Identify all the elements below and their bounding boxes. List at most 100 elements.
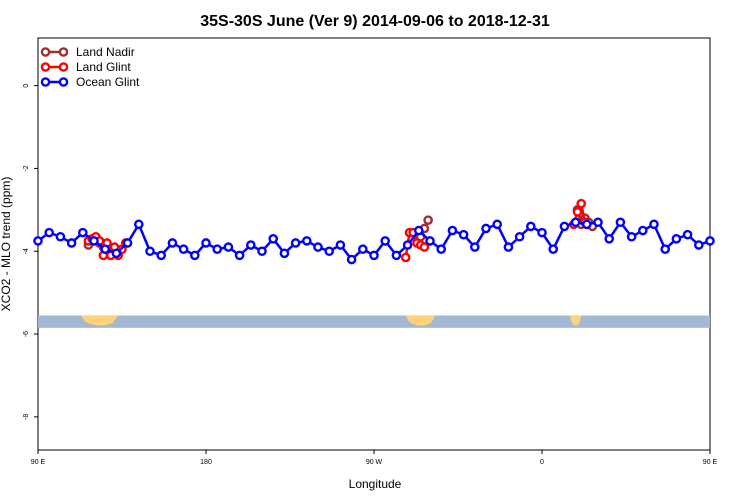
x-axis: 90 E 180 90 W 0 90 E	[31, 450, 718, 466]
data-point-ocean-glint	[156, 250, 166, 261]
data-point-ocean-glint	[469, 242, 480, 252]
legend-label: Ocean Glint	[76, 75, 140, 89]
data-point-ocean-glint	[268, 234, 279, 244]
map-strip	[38, 315, 710, 328]
legend-item-land-nadir: Land Nadir	[40, 45, 135, 59]
data-point-ocean-glint	[313, 242, 323, 252]
data-point-ocean-glint	[346, 254, 357, 265]
y-axis: 0 -2 -4 -6 -8	[23, 84, 38, 420]
data-point-land-glint	[400, 252, 411, 263]
data-point-ocean-glint	[111, 248, 122, 259]
chart-title: 35S-30S June (Ver 9) 2014-09-06 to 2018-…	[200, 13, 550, 30]
data-point-ocean-glint	[447, 225, 458, 236]
y-tick-label: 0	[23, 84, 30, 88]
data-point-ocean-glint	[503, 242, 514, 252]
series-layer	[33, 198, 715, 265]
data-point-ocean-glint	[671, 234, 682, 244]
legend-label: Land Glint	[76, 60, 131, 74]
data-point-ocean-glint	[78, 227, 88, 238]
data-point-ocean-glint	[413, 225, 424, 236]
map-land-patch	[405, 315, 436, 326]
data-point-ocean-glint	[425, 236, 435, 246]
legend-item-ocean-glint: Ocean Glint	[40, 75, 140, 89]
data-point-land-nadir	[423, 215, 433, 225]
data-point-ocean-glint	[357, 244, 368, 254]
data-point-ocean-glint	[145, 246, 155, 257]
legend-marker	[40, 77, 51, 87]
data-point-ocean-glint	[537, 227, 547, 238]
legend-marker	[58, 77, 69, 87]
data-point-ocean-glint	[604, 234, 615, 244]
data-point-land-glint	[572, 207, 583, 217]
data-point-ocean-glint	[33, 236, 43, 246]
data-point-ocean-glint	[178, 244, 189, 254]
data-point-ocean-glint	[682, 229, 693, 240]
data-point-ocean-glint	[89, 236, 99, 246]
data-point-ocean-glint	[133, 219, 144, 230]
y-tick-label: -8	[23, 414, 30, 420]
x-tick-label: 90 E	[703, 459, 718, 466]
map-ocean-band	[38, 315, 710, 328]
x-axis-label: Longitude	[349, 477, 402, 491]
data-point-ocean-glint	[570, 217, 581, 228]
data-point-ocean-glint	[582, 219, 592, 230]
y-tick-label: -2	[23, 165, 30, 171]
data-point-ocean-glint	[548, 244, 559, 254]
data-point-ocean-glint	[66, 238, 77, 248]
data-point-ocean-glint	[649, 219, 659, 230]
data-point-ocean-glint	[391, 250, 402, 261]
y-tick-label: -4	[23, 248, 30, 254]
y-tick-label: -6	[23, 331, 30, 337]
data-point-ocean-glint	[167, 238, 178, 248]
data-point-land-glint	[419, 242, 430, 252]
legend-marker	[40, 47, 51, 57]
data-point-ocean-glint	[100, 244, 110, 254]
data-point-ocean-glint	[380, 236, 391, 246]
data-point-land-glint	[576, 198, 587, 209]
data-point-ocean-glint	[593, 217, 603, 228]
data-point-ocean-glint	[694, 240, 704, 250]
x-tick-label: 0	[540, 459, 544, 466]
data-point-ocean-glint	[615, 217, 626, 228]
data-point-ocean-glint	[55, 231, 66, 242]
data-point-ocean-glint	[189, 250, 200, 261]
data-point-ocean-glint	[257, 246, 267, 257]
legend-marker	[40, 62, 51, 72]
legend-item-land-glint: Land Glint	[40, 60, 131, 74]
data-point-ocean-glint	[301, 236, 312, 246]
data-point-ocean-glint	[290, 238, 301, 248]
data-point-ocean-glint	[212, 244, 222, 254]
data-point-ocean-glint	[402, 240, 413, 250]
data-point-ocean-glint	[324, 246, 335, 257]
map-land-patch	[570, 315, 582, 326]
data-point-ocean-glint	[626, 231, 637, 242]
data-point-ocean-glint	[436, 244, 447, 254]
data-point-ocean-glint	[705, 236, 715, 246]
data-point-ocean-glint	[122, 238, 133, 248]
data-point-ocean-glint	[44, 227, 55, 238]
data-point-ocean-glint	[234, 250, 245, 261]
data-point-ocean-glint	[492, 219, 503, 230]
data-point-ocean-glint	[245, 240, 256, 250]
legend-marker	[58, 62, 69, 72]
legend-marker	[58, 47, 69, 57]
x-tick-label: 180	[200, 459, 212, 466]
map-land-patch	[80, 315, 119, 326]
legend-label: Land Nadir	[76, 45, 135, 59]
data-point-ocean-glint	[201, 238, 211, 248]
data-point-ocean-glint	[638, 225, 648, 236]
plot-frame	[37, 37, 711, 451]
data-point-ocean-glint	[526, 221, 536, 232]
data-point-ocean-glint	[660, 244, 671, 254]
data-point-ocean-glint	[481, 223, 491, 234]
data-point-ocean-glint	[514, 231, 525, 242]
y-axis-label: XCO2 - MLO trend (ppm)	[0, 177, 13, 312]
data-point-ocean-glint	[369, 250, 379, 261]
series-ocean-glint	[33, 217, 715, 265]
data-point-ocean-glint	[458, 229, 469, 240]
data-point-ocean-glint	[223, 242, 234, 252]
data-point-ocean-glint	[335, 240, 346, 250]
x-tick-label: 90 E	[31, 459, 46, 466]
